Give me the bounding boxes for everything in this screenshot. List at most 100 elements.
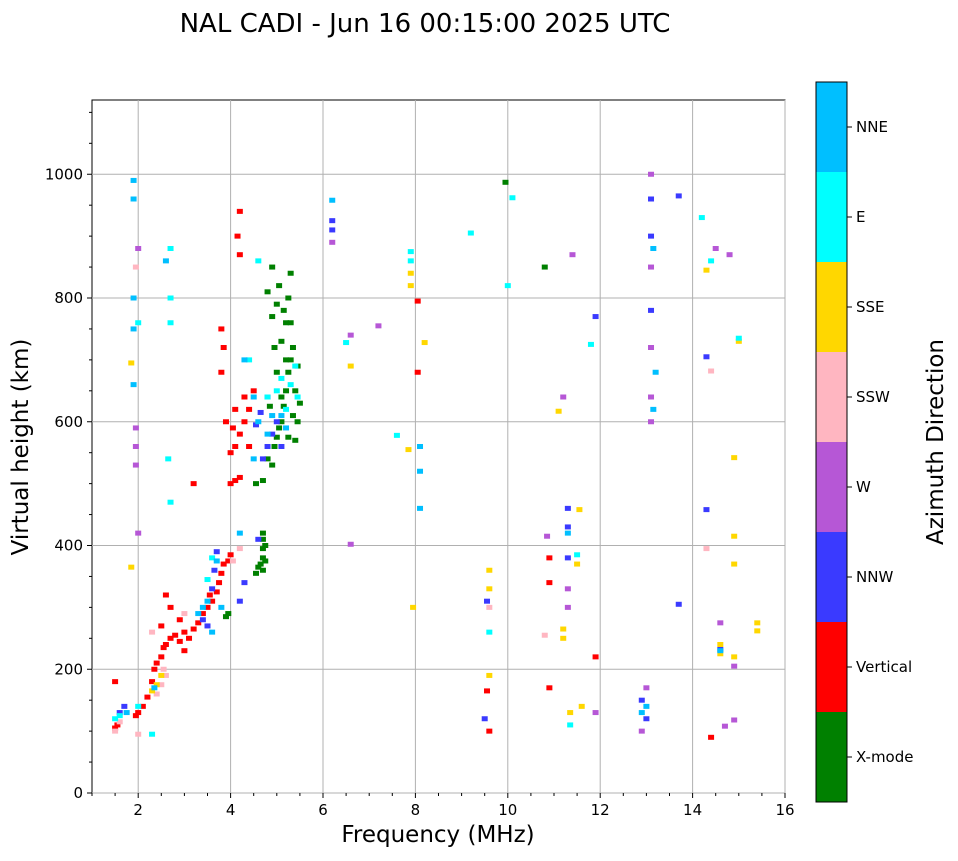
plot-frame <box>91 99 786 794</box>
data-point <box>484 688 491 694</box>
data-point <box>703 507 710 513</box>
data-point <box>253 481 260 487</box>
data-point <box>652 369 659 375</box>
data-point <box>199 611 206 617</box>
data-point <box>509 195 516 201</box>
data-point <box>218 326 225 332</box>
data-point <box>698 215 705 221</box>
data-point <box>112 716 119 722</box>
data-point <box>287 320 294 326</box>
data-point <box>153 660 160 666</box>
data-point <box>292 388 299 394</box>
colorbar-title: Azimuth Direction <box>923 339 949 545</box>
colorbar-label: W <box>856 478 871 496</box>
data-point <box>283 406 290 412</box>
data-point <box>731 717 738 723</box>
colorbar-label: NNE <box>856 118 888 136</box>
data-point <box>648 345 655 350</box>
data-point <box>112 725 119 731</box>
data-point <box>592 710 599 716</box>
data-point <box>329 197 336 203</box>
data-point <box>294 394 301 400</box>
data-point <box>167 499 174 505</box>
data-point <box>236 474 243 480</box>
colorbar-label: X-mode <box>856 748 913 766</box>
data-point <box>264 289 271 295</box>
data-point <box>504 283 511 289</box>
data-point <box>731 663 738 669</box>
data-point <box>128 360 135 366</box>
data-point <box>410 604 417 610</box>
data-point <box>241 580 248 586</box>
y-tick-label: 200 <box>54 660 83 678</box>
colorbar-label: E <box>856 208 865 226</box>
colorbar-segment <box>816 622 847 712</box>
data-point <box>648 394 655 400</box>
data-point <box>132 425 139 431</box>
data-point <box>158 623 165 629</box>
data-point <box>502 179 509 185</box>
y-axis-ticks: 0 200 400 600 800 1000 <box>45 111 92 802</box>
data-point <box>278 375 285 381</box>
data-point <box>285 369 292 375</box>
data-point <box>393 432 400 438</box>
data-point <box>541 632 548 638</box>
data-point <box>283 357 290 363</box>
data-point <box>204 577 211 583</box>
data-point <box>172 632 179 638</box>
data-point <box>731 455 738 461</box>
data-point <box>257 409 264 415</box>
data-point <box>343 340 350 346</box>
data-point <box>211 567 218 573</box>
data-point <box>227 481 234 487</box>
data-point <box>278 413 285 419</box>
data-point <box>204 598 211 604</box>
series-ssw <box>112 264 715 737</box>
data-point <box>162 642 169 647</box>
colorbar-label: SSW <box>856 388 890 406</box>
data-point <box>283 388 290 394</box>
data-point <box>731 561 738 567</box>
data-point <box>560 394 567 400</box>
data-point <box>135 710 142 716</box>
data-point <box>222 614 229 620</box>
data-point <box>285 295 292 301</box>
data-point <box>638 710 645 716</box>
data-point <box>292 437 299 443</box>
data-point <box>130 177 137 183</box>
data-point <box>481 716 488 722</box>
data-point <box>149 731 156 737</box>
data-point <box>257 561 264 567</box>
data-point <box>121 703 128 709</box>
data-point <box>278 444 285 449</box>
data-point <box>135 246 142 251</box>
data-point <box>181 629 188 635</box>
data-point <box>255 258 262 264</box>
data-point <box>285 434 292 440</box>
data-point <box>546 580 553 586</box>
data-point <box>717 642 724 647</box>
data-point <box>167 320 174 326</box>
data-point <box>560 635 567 641</box>
data-point <box>421 340 428 346</box>
data-point <box>273 301 280 307</box>
data-point <box>264 394 271 400</box>
data-point <box>278 338 285 344</box>
data-point <box>289 345 296 350</box>
data-point <box>116 710 123 716</box>
data-point <box>292 363 299 369</box>
data-point <box>643 685 650 691</box>
data-point <box>708 258 715 264</box>
data-point <box>190 626 197 632</box>
data-point <box>234 233 241 239</box>
data-point <box>650 406 657 412</box>
data-point <box>414 369 421 375</box>
data-point <box>717 651 724 657</box>
data-point <box>232 406 239 412</box>
data-point <box>567 722 574 728</box>
data-point <box>417 444 424 449</box>
data-point <box>675 193 682 199</box>
data-point <box>541 264 548 270</box>
data-point <box>227 450 234 456</box>
data-point <box>712 246 719 251</box>
